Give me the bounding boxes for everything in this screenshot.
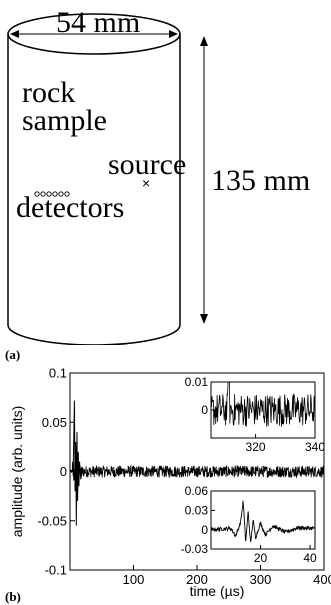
inset-bottom-ytick-label: 0: [201, 523, 208, 537]
main-xtick-label: 200: [186, 572, 208, 587]
diameter-arrow-head-left: [10, 30, 19, 38]
panel-b-label: (b): [5, 589, 21, 604]
main-ytick-label: 0.05: [42, 415, 67, 430]
inset-top-series: [210, 381, 316, 427]
detector-circle: [52, 191, 58, 197]
detector-circle: [34, 191, 40, 197]
inset-top-xtick-label: 340: [305, 440, 325, 454]
detector-circle: [64, 191, 70, 197]
main-ytick-label: -0.05: [37, 513, 67, 528]
source-label: source: [108, 148, 187, 181]
inset-bottom-ytick-label: 0.06: [185, 484, 209, 498]
source-marker: ×: [142, 175, 151, 191]
diameter-arrow-head-right: [169, 30, 178, 38]
inset-top-ytick-label: 0: [201, 403, 208, 417]
inset-bottom-frame: [210, 490, 316, 550]
inset-bottom-ytick-label: -0.03: [181, 542, 209, 556]
sample-label-line2: sample: [22, 104, 107, 137]
x-axis-label: time (µs): [190, 583, 245, 599]
main-ytick-label: 0: [60, 464, 67, 479]
inset-bottom-series: [210, 500, 316, 543]
detectors-label: detectors: [16, 191, 125, 224]
height-arrow-head-bottom: [200, 314, 208, 324]
cylinder-bottom-arc: [7, 324, 181, 345]
panel-a-label: (a): [5, 347, 21, 362]
main-series-noise: [69, 459, 325, 483]
inset-top-ytick-label: 0.01: [185, 375, 209, 389]
inset-top-xtick-label: 320: [246, 440, 266, 454]
main-series-spike: [69, 400, 84, 526]
main-xtick-label: 300: [250, 572, 272, 587]
y-axis-label: amplitude (arb. units): [9, 406, 25, 538]
inset-bottom-xtick-label: 20: [254, 551, 268, 565]
inset-bottom-xtick-label: 40: [303, 551, 317, 565]
detector-array: [34, 191, 70, 197]
main-ytick-label: -0.1: [45, 563, 67, 578]
inset-bottom-background: [175, 487, 317, 565]
main-xtick-label: 100: [123, 572, 145, 587]
detector-circle: [40, 191, 46, 197]
main-xtick-label: 400: [313, 572, 331, 587]
detector-circle: [58, 191, 64, 197]
sample-label-line1: rock: [22, 76, 76, 109]
height-arrow-head-top: [200, 36, 208, 46]
inset-bottom-ytick-label: 0.03: [185, 504, 209, 518]
detector-circle: [46, 191, 52, 197]
inset-top-background: [183, 380, 317, 454]
cylinder-diagram: [7, 13, 208, 345]
main-ytick-label: 0.1: [49, 366, 67, 381]
height-label: 135 mm: [211, 164, 311, 197]
diameter-label: 54 mm: [56, 6, 141, 39]
